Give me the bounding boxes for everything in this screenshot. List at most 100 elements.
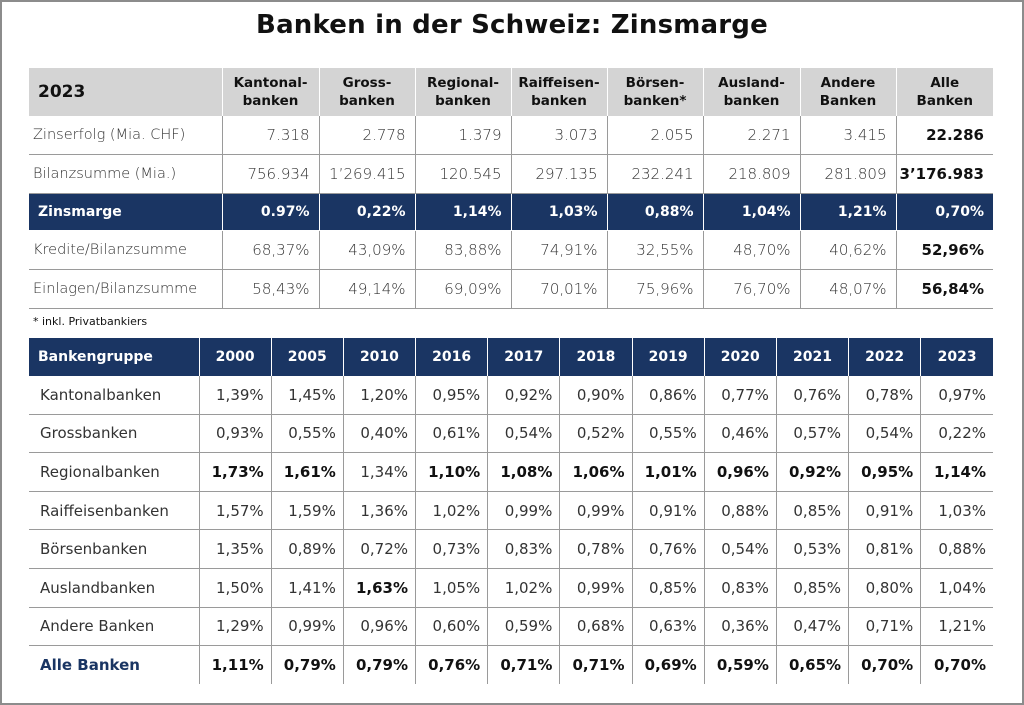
bank-group-label: Grossbanken	[29, 414, 199, 454]
margin-cell: 0,96%	[703, 452, 777, 492]
margin-cell: 0,83%	[487, 529, 560, 569]
margin-cell: 0,78%	[559, 529, 633, 569]
margin-cell: 0,59%	[487, 607, 560, 647]
margin-cell: 0,95%	[848, 452, 921, 492]
margin-cell: 0,52%	[559, 414, 633, 454]
margin-cell: 0,68%	[559, 607, 633, 647]
margin-cell: 1,45%	[270, 376, 344, 415]
summary-header-row: 2023 Kantonal-banken Gross-banken Regional…	[29, 68, 993, 116]
bank-group-label: Auslandbanken	[29, 568, 199, 608]
margin-cell: 0,85%	[775, 568, 849, 608]
margin-cell: 0,79%	[342, 645, 416, 684]
summary-cell: 68,37%	[221, 230, 319, 270]
summary-column-header: Raiffeisen-banken	[510, 68, 607, 116]
year-header: 2022	[848, 338, 921, 376]
summary-table-2023: 2023 Kantonal-banken Gross-banken Regional…	[29, 68, 993, 309]
bank-group-label: Regionalbanken	[29, 452, 199, 492]
column-header-line: Ausland-	[718, 75, 785, 91]
column-header-line: banken*	[623, 93, 687, 109]
margin-cell: 1,61%	[270, 452, 344, 492]
margin-cell: 1,35%	[198, 529, 272, 569]
history-row-total: Alle Banken 1,11% 0,79% 0,79% 0,76% 0,71% 0,71…	[29, 645, 993, 684]
margin-cell: 1,50%	[198, 568, 272, 608]
history-row: Regionalbanken 1,73% 1,61% 1,34% 1,10% 1,08% 1…	[29, 452, 993, 492]
summary-cell: 1.379	[414, 116, 511, 155]
margin-cell: 0,88%	[703, 491, 777, 531]
summary-row: Kredite/Bilanzsumme 68,37% 43,09% 83,88% 74,…	[29, 230, 993, 270]
margin-cell: 1,08%	[487, 452, 560, 492]
bank-group-label: Börsenbanken	[29, 529, 199, 569]
summary-cell: 22.286	[895, 116, 993, 155]
summary-cell: 75,96%	[606, 269, 703, 309]
margin-cell: 1,06%	[559, 452, 633, 492]
margin-cell: 0,85%	[631, 568, 705, 608]
margin-cell: 0,76%	[775, 376, 849, 415]
margin-cell: 0,96%	[342, 607, 416, 647]
margin-cell: 1,01%	[631, 452, 705, 492]
margin-cell: 0,72%	[342, 529, 416, 569]
summary-cell: 2.778	[318, 116, 415, 155]
margin-cell: 0,93%	[198, 414, 272, 454]
summary-cell: 56,84%	[895, 269, 993, 309]
summary-cell: 281.809	[799, 154, 896, 194]
summary-cell: 2.055	[606, 116, 703, 155]
margin-cell: 1,36%	[342, 491, 416, 531]
year-header: 2018	[559, 338, 633, 376]
footnote: * inkl. Privatbankiers	[33, 315, 148, 328]
margin-cell: 0,47%	[775, 607, 849, 647]
year-header: 2019	[631, 338, 705, 376]
margin-cell: 0,71%	[559, 645, 633, 684]
summary-column-header: Ausland-banken	[702, 68, 800, 116]
summary-cell: 69,09%	[414, 269, 511, 309]
margin-cell: 0,70%	[848, 645, 921, 684]
margin-cell: 0,61%	[415, 414, 488, 454]
margin-cell: 0,54%	[848, 414, 921, 454]
summary-cell: 83,88%	[414, 230, 511, 270]
column-header-line: banken	[435, 93, 491, 109]
history-header-row: Bankengruppe 2000 2005 2010 2016 2017 2018 201…	[29, 338, 993, 376]
column-header-line: banken	[723, 93, 780, 109]
column-header-line: Kantonal-	[233, 75, 308, 91]
margin-cell: 0,77%	[703, 376, 777, 415]
margin-cell: 1,14%	[920, 452, 993, 492]
margin-cell: 1,04%	[920, 568, 993, 608]
column-header-line: banken	[242, 93, 299, 109]
history-row: Börsenbanken 1,35% 0,89% 0,72% 0,73% 0,83% 0,7…	[29, 529, 993, 569]
column-header-line: Alle	[930, 75, 960, 91]
margin-cell: 1,02%	[415, 491, 488, 531]
margin-cell: 0,73%	[415, 529, 488, 569]
history-row: Auslandbanken 1,50% 1,41% 1,63% 1,05% 1,02% 0,…	[29, 568, 993, 608]
margin-cell: 0,79%	[270, 645, 344, 684]
summary-cell: 1,14%	[414, 193, 511, 231]
margin-cell: 0,71%	[848, 607, 921, 647]
summary-cell: 3.415	[799, 116, 896, 155]
margin-cell: 1,59%	[270, 491, 344, 531]
history-row: Raiffeisenbanken 1,57% 1,59% 1,36% 1,02% 0,99…	[29, 491, 993, 531]
margin-cell: 0,99%	[559, 568, 633, 608]
summary-cell: 48,07%	[799, 269, 896, 309]
margin-cell: 1,10%	[415, 452, 488, 492]
margin-cell: 0,22%	[920, 414, 993, 454]
year-header: 2021	[775, 338, 849, 376]
margin-cell: 1,02%	[487, 568, 560, 608]
summary-column-header: Börsen-banken*	[606, 68, 703, 116]
margin-cell: 0,99%	[559, 491, 633, 531]
margin-cell: 1,57%	[198, 491, 272, 531]
margin-cell: 0,65%	[775, 645, 849, 684]
margin-cell: 0,97%	[920, 376, 993, 415]
margin-cell: 0,99%	[487, 491, 560, 531]
margin-cell: 0,60%	[415, 607, 488, 647]
summary-column-header: Andere Banken	[799, 68, 896, 116]
margin-cell: 1,11%	[198, 645, 272, 684]
bank-group-label: Alle Banken	[40, 655, 140, 674]
margin-cell: 1,39%	[198, 376, 272, 415]
margin-cell: 0,40%	[342, 414, 416, 454]
margin-cell: 0,91%	[631, 491, 705, 531]
summary-cell: 52,96%	[895, 230, 993, 270]
margin-cell: 0,57%	[775, 414, 849, 454]
column-header-line: Banken	[916, 93, 973, 109]
bank-group-label: Andere Banken	[29, 607, 199, 647]
summary-cell: 76,70%	[702, 269, 800, 309]
margin-cell: 0,90%	[559, 376, 633, 415]
